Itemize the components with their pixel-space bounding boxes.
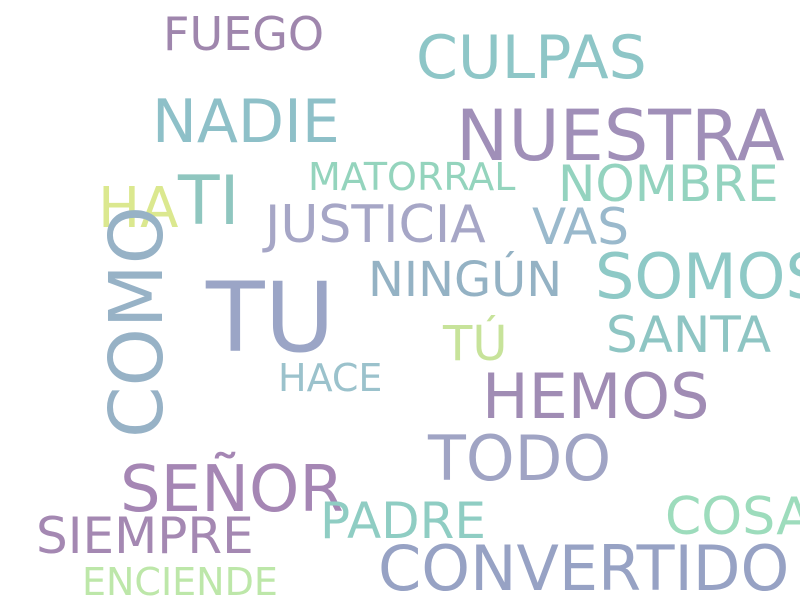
word-siempre: SIEMPRE (36, 507, 254, 565)
word-ti: TI (178, 162, 240, 241)
word-fuego: FUEGO (163, 7, 325, 61)
word-cosa: COSA (665, 487, 800, 547)
word-como: COMO (94, 205, 180, 438)
word-matorral: MATORRAL (308, 155, 516, 199)
word-nadie: NADIE (152, 87, 340, 157)
word-hemos: HEMOS (482, 360, 710, 433)
word-senor: SEÑOR (120, 453, 344, 527)
word-tu: TU (206, 262, 335, 374)
word-santa: SANTA (606, 306, 772, 364)
word-vas: VAS (532, 198, 629, 256)
word-somos: SOMOS (595, 240, 800, 313)
word-nombre: NOMBRE (558, 155, 779, 213)
word-culpas: CULPAS (416, 23, 647, 93)
word-justicia: JUSTICIA (265, 195, 486, 255)
word-enciende: ENCIENDE (82, 560, 278, 600)
word-ha: HA (98, 176, 179, 241)
word-padre: PADRE (320, 492, 486, 550)
word-nuestra: NUESTRA (456, 95, 785, 177)
word-convertido: CONVERTIDO (378, 532, 790, 600)
word-tu-accent: TÚ (443, 316, 508, 372)
word-todo: TODO (428, 422, 612, 495)
word-ningun: NINGÚN (368, 252, 563, 308)
word-hace: HACE (278, 356, 383, 400)
